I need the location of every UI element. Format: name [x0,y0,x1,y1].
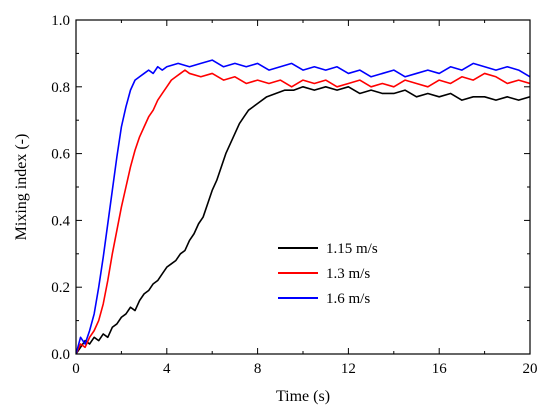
x-tick-label: 16 [432,361,448,377]
y-tick-label: 0.8 [51,80,70,96]
y-tick-label: 0.6 [51,147,70,163]
x-tick-label: 8 [254,361,262,377]
x-tick-label: 0 [72,361,80,377]
x-tick-label: 12 [341,361,356,377]
legend: 1.15 m/s 1.3 m/s 1.6 m/s [278,241,378,307]
legend-label: 1.6 m/s [326,291,370,307]
y-tick-label: 0.2 [51,280,70,296]
series-line-2 [76,69,530,354]
x-tick-label: 4 [163,361,171,377]
series-line-1 [76,86,530,354]
series-line-3 [76,59,530,354]
x-tick-label: 20 [523,361,538,377]
x-axis-label: Time (s) [276,388,330,405]
y-tick-label: 1.0 [51,13,70,29]
y-axis-label: Mixing index (-) [13,134,30,241]
legend-label: 1.15 m/s [326,241,378,257]
legend-label: 1.3 m/s [326,266,370,282]
y-tick-label: 0.0 [51,347,70,363]
y-tick-label: 0.4 [51,213,70,229]
series-layer [76,59,530,354]
ticks-layer: 0 4 8 12 16 20 0.0 0.2 0.4 0.6 0.8 1.0 [51,13,537,377]
